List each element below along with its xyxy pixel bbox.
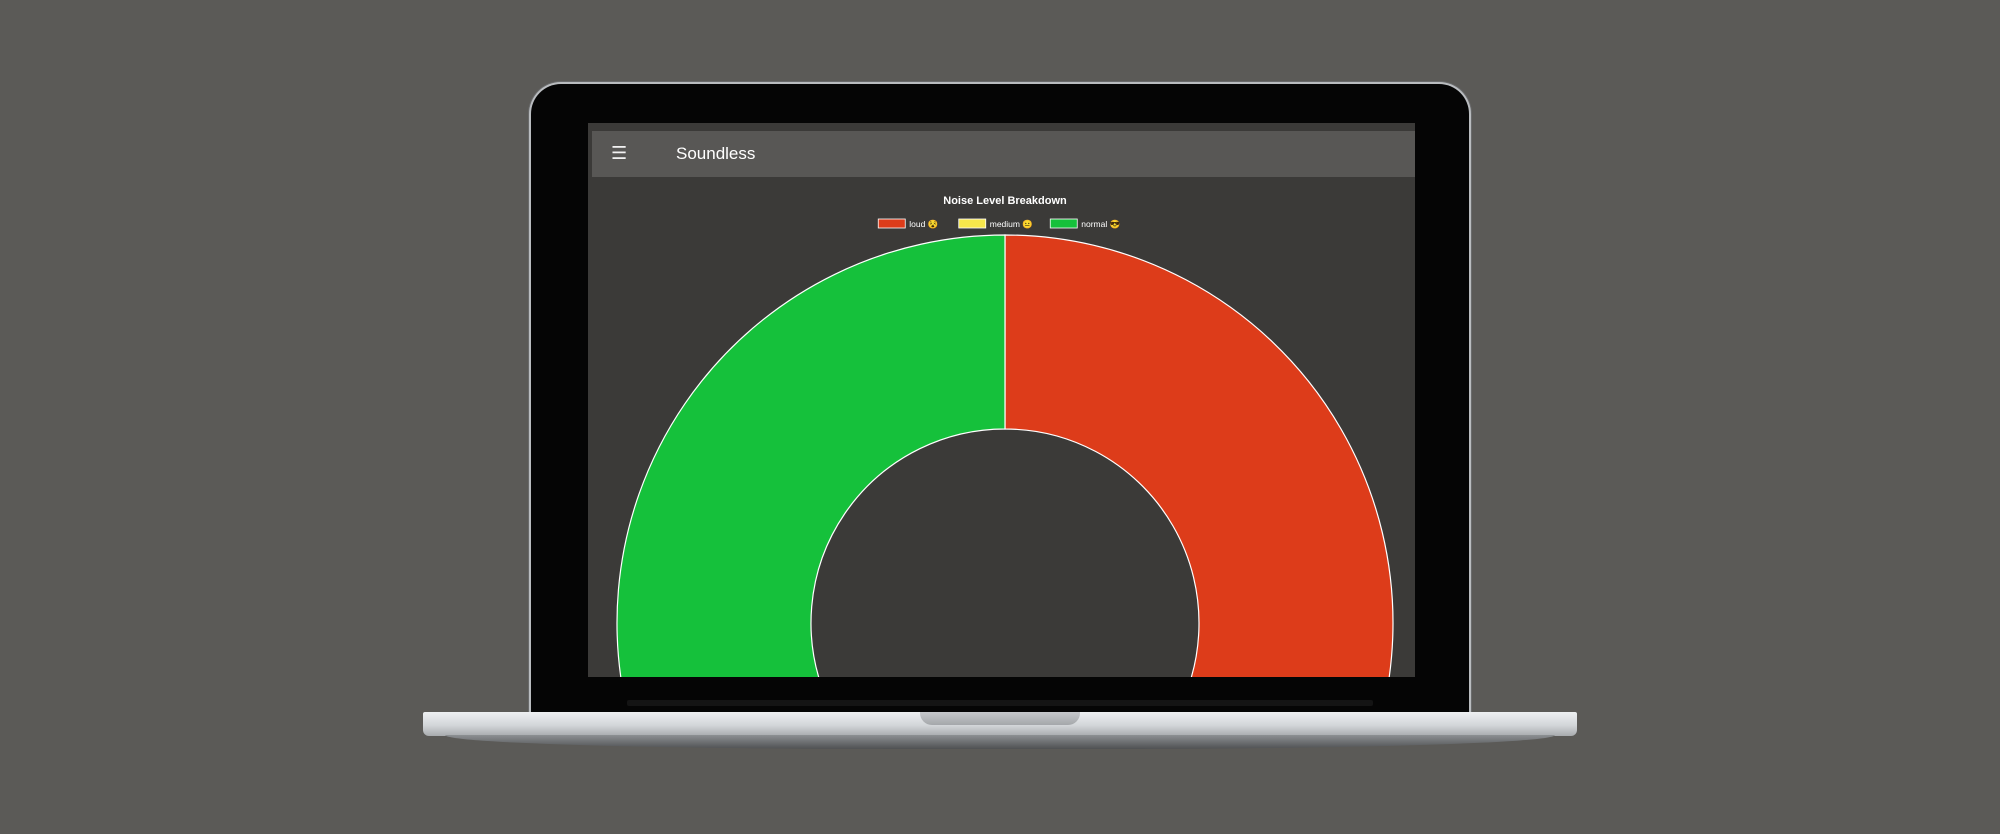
chart-title: Noise Level Breakdown [943,195,1067,207]
legend-swatch[interactable] [1049,218,1078,229]
laptop-base-bottom [445,735,1555,749]
legend-swatch[interactable] [958,218,987,229]
chart-slice[interactable] [616,234,1266,677]
noise-level-chart: Noise Level Breakdown loud 😵 medium 😐 norm… [616,195,1394,677]
app-title: Soundless [676,144,756,163]
legend-label[interactable]: loud 😵 [909,219,938,229]
legend-label[interactable]: medium 😐 [990,219,1033,229]
hamburger-menu-icon[interactable]: ☰ [611,143,628,163]
app-header: ☰ Soundless [592,131,1415,177]
legend-label[interactable]: normal 😎 [1081,219,1120,229]
bezel-strip [627,700,1373,706]
legend-swatch[interactable] [877,218,906,229]
app-screen: ☰ Soundless Noise Level Breakdown loud 😵… [588,123,1415,677]
chart-slice[interactable] [1004,234,1394,677]
chart-slices [616,234,1394,677]
laptop-opening-notch [920,712,1080,725]
chart-legend: loud 😵 medium 😐 normal 😎 [877,218,1121,229]
